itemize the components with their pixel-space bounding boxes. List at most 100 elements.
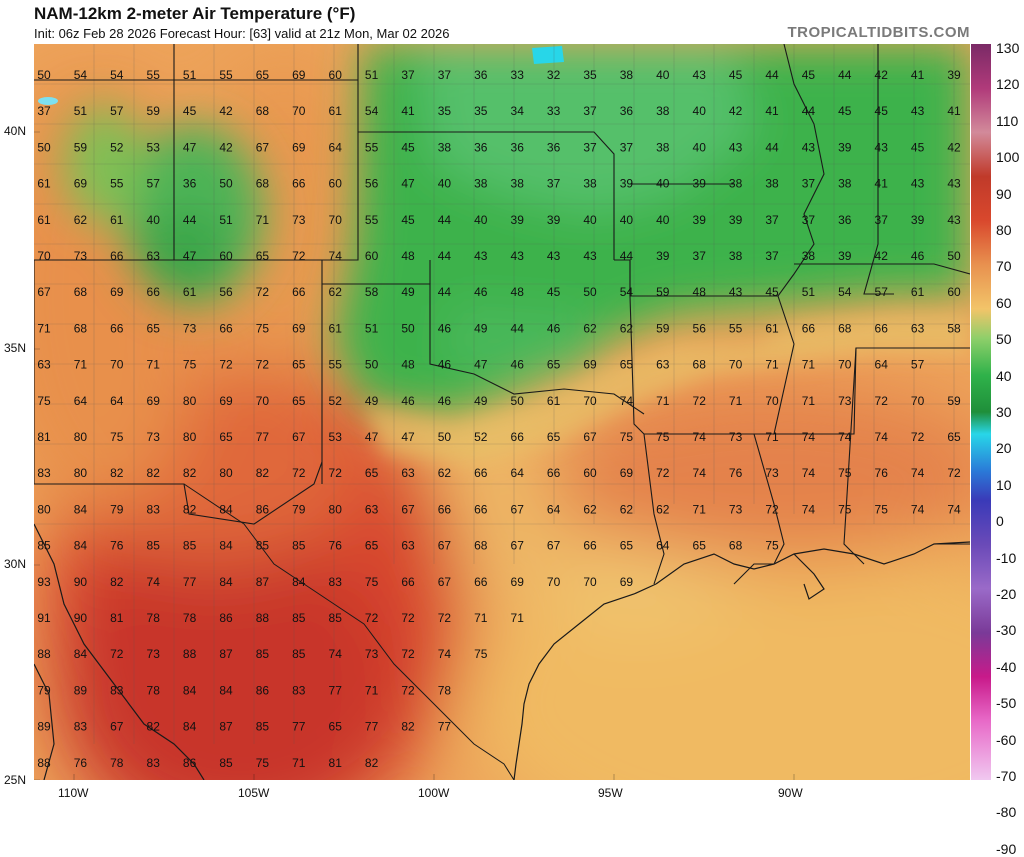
station-temperature: 42 — [875, 68, 889, 82]
colorbar-tick-label: 30 — [996, 404, 1012, 420]
station-temperature: 80 — [183, 394, 197, 408]
station-temperature: 74 — [329, 249, 343, 263]
station-temperature: 45 — [401, 213, 415, 227]
station-temperature: 71 — [74, 358, 88, 372]
station-temperature: 71 — [511, 611, 525, 625]
station-temperature: 37 — [401, 68, 415, 82]
station-temperature: 50 — [37, 68, 51, 82]
station-temperature: 43 — [875, 140, 889, 154]
station-temperature: 50 — [401, 321, 415, 335]
station-temperature: 38 — [729, 177, 743, 191]
lon-label: 95W — [598, 786, 623, 800]
station-temperature: 80 — [74, 430, 88, 444]
station-temperature: 54 — [620, 285, 634, 299]
station-temperature: 61 — [329, 321, 343, 335]
station-temperature: 87 — [219, 647, 233, 661]
station-temperature: 74 — [802, 502, 816, 516]
station-temperature: 75 — [183, 358, 197, 372]
station-temperature: 61 — [329, 104, 343, 118]
station-temperature: 75 — [620, 430, 634, 444]
station-temperature: 66 — [474, 575, 488, 589]
station-temperature: 66 — [401, 575, 415, 589]
station-temperature: 71 — [292, 756, 306, 770]
station-temperature: 48 — [511, 285, 525, 299]
colorbar-tick-label: 80 — [996, 222, 1012, 238]
station-temperature: 73 — [74, 249, 88, 263]
station-temperature: 57 — [875, 285, 889, 299]
station-temperature: 56 — [693, 321, 707, 335]
station-temperature: 34 — [511, 104, 525, 118]
station-temperature: 72 — [693, 394, 707, 408]
station-temperature: 46 — [438, 321, 452, 335]
station-temperature: 82 — [256, 466, 270, 480]
station-temperature: 74 — [329, 647, 343, 661]
station-temperature: 67 — [110, 720, 124, 734]
station-temperature: 73 — [147, 647, 161, 661]
station-temperature: 72 — [911, 430, 925, 444]
station-temperature: 71 — [656, 394, 670, 408]
station-temperature: 68 — [74, 321, 88, 335]
station-temperature: 56 — [365, 177, 379, 191]
station-temperature: 76 — [74, 756, 88, 770]
station-temperature: 65 — [947, 430, 961, 444]
colorbar-tick-label: -90 — [996, 840, 1017, 857]
temperature-map[interactable]: 50 54 54 55 51 55 65 69 60 51 37 37 36 33 32 35 38 40 43 45… — [34, 44, 970, 780]
lat-label: 35N — [4, 341, 27, 355]
station-temperature: 74 — [947, 502, 961, 516]
station-temperature: 72 — [329, 466, 343, 480]
colorbar-tick-label: 10 — [996, 476, 1012, 493]
station-temperature: 75 — [256, 756, 270, 770]
station-temperature: 47 — [401, 430, 415, 444]
station-temperature: 76 — [110, 539, 124, 553]
station-temperature: 75 — [838, 502, 852, 516]
station-temperature: 65 — [292, 358, 306, 372]
station-temperature: 41 — [947, 104, 961, 118]
station-temperature: 83 — [329, 575, 343, 589]
station-temperature: 37 — [620, 140, 634, 154]
station-temperature: 83 — [110, 683, 124, 697]
station-temperature: 85 — [219, 756, 233, 770]
station-temperature: 64 — [511, 466, 525, 480]
station-temperature: 62 — [438, 466, 452, 480]
station-temperature: 42 — [219, 104, 233, 118]
station-temperature: 85 — [147, 539, 161, 553]
station-temperature: 36 — [183, 177, 197, 191]
station-temperature: 82 — [183, 466, 197, 480]
station-temperature: 84 — [74, 539, 88, 553]
station-temperature: 46 — [401, 394, 415, 408]
station-temperature: 37 — [765, 213, 779, 227]
station-temperature: 40 — [620, 213, 634, 227]
station-temperature: 49 — [365, 394, 379, 408]
map-title: NAM-12km 2-meter Air Temperature (°F) — [34, 4, 356, 23]
station-temperature: 60 — [947, 285, 961, 299]
station-temperature: 69 — [110, 285, 124, 299]
station-temperature: 46 — [911, 249, 925, 263]
station-temperature: 38 — [765, 177, 779, 191]
brand-logo-text[interactable]: TROPICALTIDBITS.COM — [787, 24, 970, 41]
lon-label: 90W — [778, 786, 803, 800]
station-temperature: 87 — [219, 720, 233, 734]
station-temperature: 39 — [693, 213, 707, 227]
station-temperature: 82 — [147, 466, 161, 480]
station-temperature: 38 — [438, 140, 452, 154]
station-temperature: 46 — [438, 394, 452, 408]
station-temperature: 62 — [74, 213, 88, 227]
station-temperature: 73 — [729, 430, 743, 444]
station-temperature: 82 — [110, 466, 124, 480]
station-temperature: 38 — [802, 249, 816, 263]
station-temperature: 63 — [911, 321, 925, 335]
station-temperature: 40 — [693, 140, 707, 154]
station-temperature: 65 — [292, 394, 306, 408]
station-temperature: 51 — [802, 285, 816, 299]
station-temperature: 74 — [620, 394, 634, 408]
station-temperature: 42 — [875, 249, 889, 263]
station-temperature: 83 — [147, 502, 161, 516]
station-temperature: 39 — [911, 213, 925, 227]
station-temperature: 50 — [365, 358, 379, 372]
station-temperature: 61 — [110, 213, 124, 227]
temperature-field — [34, 54, 970, 780]
station-temperature: 44 — [838, 68, 852, 82]
station-temperature: 64 — [875, 358, 889, 372]
station-temperature: 62 — [329, 285, 343, 299]
station-temperature: 35 — [474, 104, 488, 118]
